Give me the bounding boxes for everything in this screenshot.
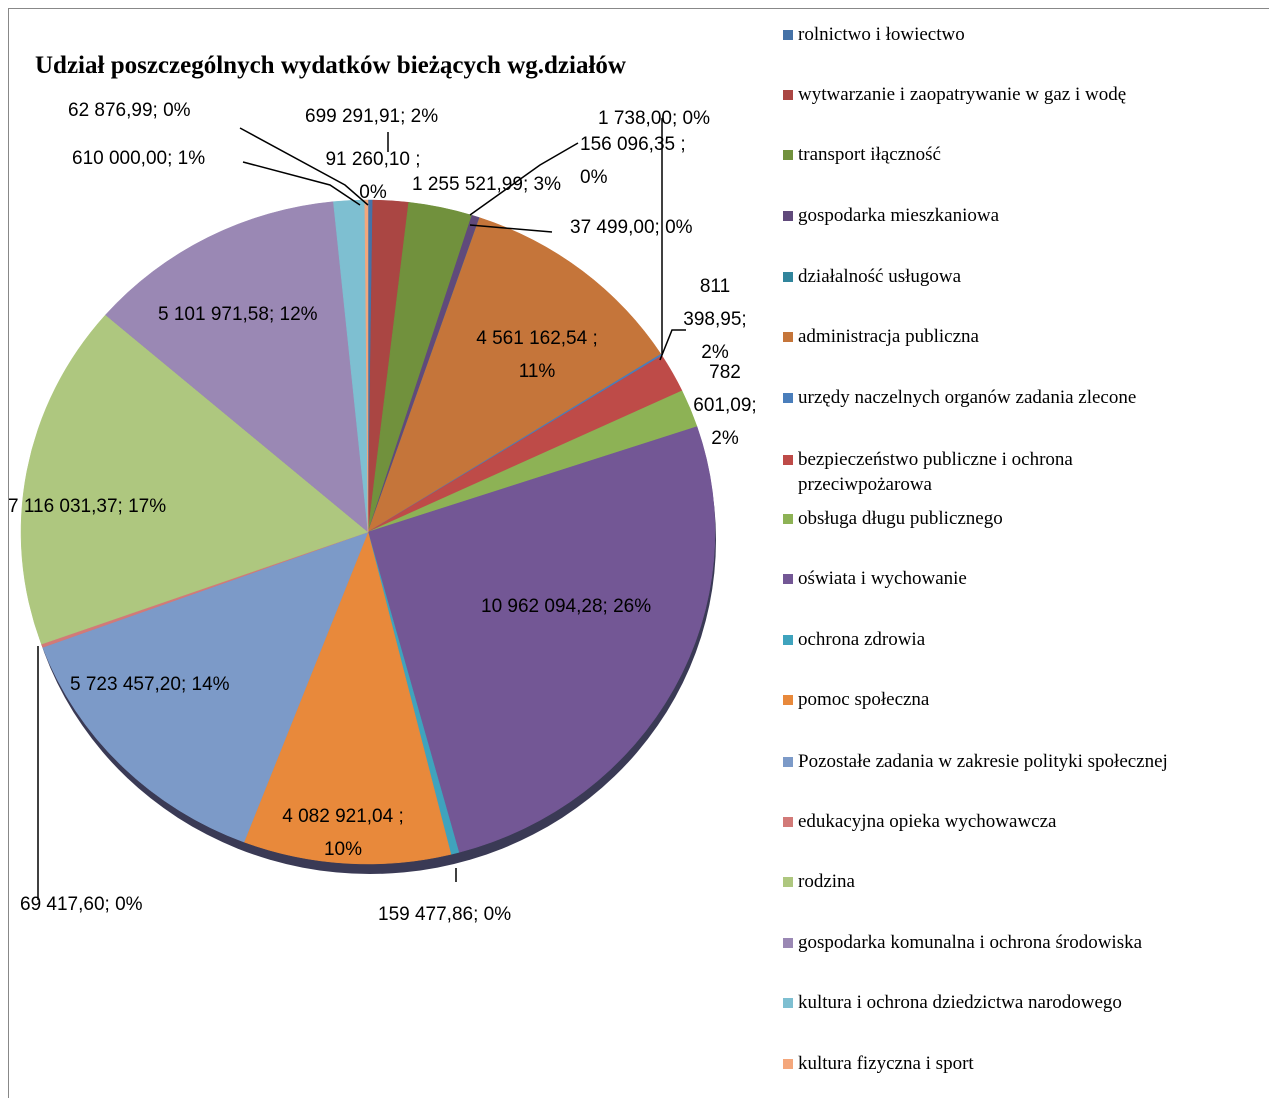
legend-swatch [783,211,793,221]
legend-swatch [783,695,793,705]
data-label: 1 738,00; 0% [598,108,710,129]
legend-swatch [783,938,793,948]
legend-label: administracja publiczna [798,326,979,347]
pie-slice [367,217,662,533]
legend-label: rolnictwo i łowiectwo [798,24,965,45]
data-label: 7 116 031,37; 17% [8,496,167,517]
legend-label: gospodarka mieszkaniowa [798,205,1000,226]
legend-label: rodzina [798,871,855,892]
data-label: 91 260,10 ; 0% [325,149,421,203]
legend-swatch [783,393,793,403]
legend-swatch [783,332,793,342]
legend-swatch [783,90,793,100]
legend-swatch [783,635,793,645]
legend-swatch [783,30,793,40]
legend-label: pomoc społeczna [798,689,930,710]
chart-title: Udział poszczególnych wydatków bieżących… [35,52,626,79]
legend-swatch [783,272,793,282]
legend-swatch [783,150,793,160]
legend-swatch [783,455,793,465]
pie-slice [20,314,369,645]
legend-label: ochrona zdrowia [798,629,926,650]
pie-slice [243,531,452,865]
pie-slice [367,426,716,853]
data-label: 156 096,35 ; 0% [580,134,686,188]
legend-swatch [783,514,793,524]
frame [8,8,1269,1098]
data-label: 699 291,91; 2% [305,106,439,127]
legend-label: bezpieczeństwo publiczne i ochrona przec… [798,449,1073,495]
legend-label: kultura i ochrona dziedzictwa narodowego [798,992,1122,1013]
data-label: 159 477,86; 0% [378,904,512,925]
legend-swatch [783,1059,793,1069]
legend-label: gospodarka komunalna i ochrona środowisk… [798,932,1143,953]
legend-label: działalność usługowa [798,266,962,287]
data-label: 69 417,60; 0% [20,894,143,915]
data-label: 5 101 971,58; 12% [158,304,318,325]
pie-slice [105,201,369,533]
pie-slice [42,531,369,843]
data-label: 4 082 921,04 ; 10% [282,806,404,860]
legend-swatch [783,998,793,1008]
legend-swatch [783,817,793,827]
pie [20,199,716,865]
data-label: 10 962 094,28; 26% [481,596,652,617]
data-label: 5 723 457,20; 14% [70,674,230,695]
legend-label: obsługa długu publicznego [798,508,1003,529]
legend-label: Pozostałe zadania w zakresie polityki sp… [798,751,1168,772]
data-label: 610 000,00; 1% [72,148,206,169]
legend-swatch [783,877,793,887]
legend-label: urzędy naczelnych organów zadania zlecon… [798,387,1137,408]
legend-label: edukacyjna opieka wychowawcza [798,811,1057,832]
leaders [37,118,686,900]
data-label: 811 398,95; 2% [683,276,747,363]
pie-slice [364,199,369,533]
legend-label: wytwarzanie i zaopatrywanie w gaz i wodę [798,84,1127,105]
data-label: 1 255 521,99; 3% [412,174,561,195]
legend-swatch [783,574,793,584]
data-label: 782 601,09; 2% [693,362,757,449]
data-label: 62 876,99; 0% [68,100,191,121]
legend-label: oświata i wychowanie [798,568,967,589]
legend-swatch [783,757,793,767]
data-label: 37 499,00; 0% [570,217,693,238]
legend-label: transport iłączność [798,144,941,165]
legend-label: kultura fizyczna i sport [798,1053,974,1074]
data-label: 4 561 162,54 ; 11% [476,328,598,382]
